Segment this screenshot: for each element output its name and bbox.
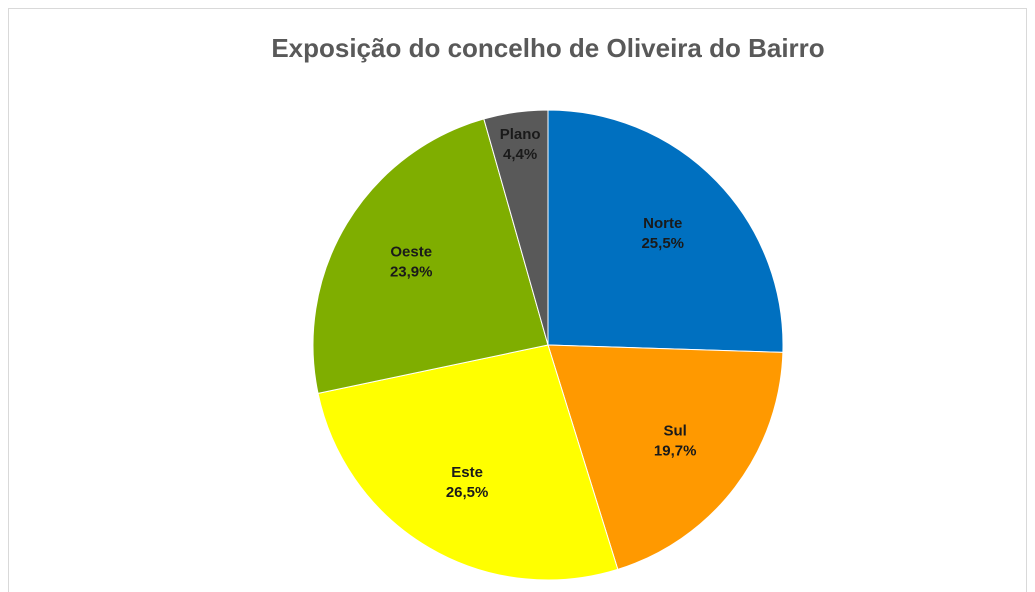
pie-slice [483,109,549,346]
slice-value-label: 26,5% [446,484,489,501]
slice-value-label: 4,4% [503,146,537,163]
slice-label: Norte [643,215,682,232]
slice-label: Este [451,464,483,481]
slice-value-label: 19,7% [654,443,697,460]
pie-slice [312,118,549,394]
pie-slice [547,344,784,571]
pie-slice [317,344,619,581]
slice-value-label: 25,5% [641,235,684,252]
slice-value-label: 23,9% [390,263,433,280]
slice-label: Oeste [390,243,432,260]
slice-label: Sul [664,423,687,440]
chart-title: Exposição do concelho de Oliveira do Bai… [271,33,824,63]
pie-slice [547,109,784,353]
slice-label: Plano [500,126,541,143]
